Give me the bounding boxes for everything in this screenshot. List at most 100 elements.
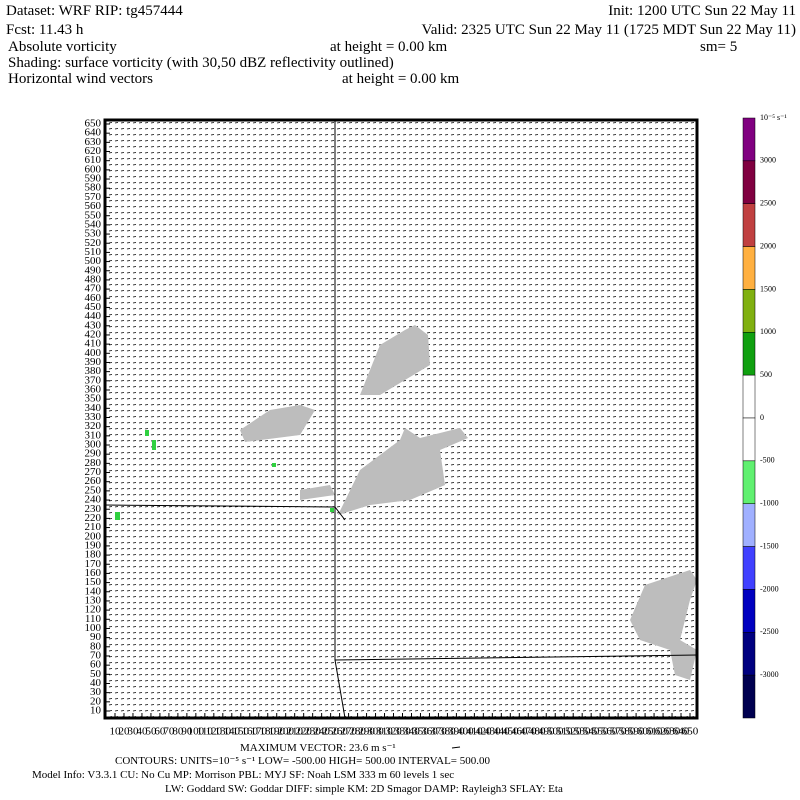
x-tick-label: 580 — [619, 726, 636, 738]
colorbar-segment — [742, 289, 756, 333]
colorbar-segment — [742, 589, 756, 633]
x-tick-label: 610 — [646, 726, 663, 738]
y-tick-label: 650 — [85, 118, 102, 130]
y-tick-label: 450 — [85, 301, 102, 313]
x-tick-label: 380 — [439, 726, 456, 738]
y-tick-label: 40 — [90, 677, 102, 689]
y-tick-label: 90 — [90, 631, 102, 643]
x-tick-label: 260 — [331, 726, 348, 738]
y-tick-label: 560 — [85, 200, 102, 212]
colorbar-segment — [742, 460, 756, 504]
x-tick-label: 450 — [502, 726, 519, 738]
colorbar-label: 500 — [760, 370, 772, 379]
y-tick-label: 270 — [85, 466, 102, 478]
x-tick-label: 180 — [259, 726, 276, 738]
x-tick-label: 400 — [457, 726, 474, 738]
x-tick-label: 590 — [628, 726, 645, 738]
x-tick-label: 20 — [118, 726, 130, 738]
colorbar-label: -2000 — [760, 584, 779, 593]
colorbar-label: -2500 — [760, 627, 779, 636]
y-tick-label: 70 — [90, 650, 102, 662]
colorbar-segment — [742, 417, 756, 462]
y-tick-label: 200 — [85, 530, 102, 542]
x-tick-label: 480 — [529, 726, 546, 738]
y-tick-label: 570 — [85, 191, 102, 203]
field-height: at height = 0.00 km — [342, 71, 460, 87]
x-tick-label: 620 — [655, 726, 672, 738]
x-tick-label: 290 — [358, 726, 375, 738]
x-tick-label: 470 — [520, 726, 537, 738]
x-tick-label: 390 — [448, 726, 465, 738]
y-tick-label: 460 — [85, 292, 102, 304]
y-tick-label: 150 — [85, 576, 102, 588]
colorbar-label: 0 — [760, 413, 764, 422]
y-tick-label: 610 — [85, 154, 102, 166]
x-tick-label: 140 — [224, 726, 241, 738]
y-tick-label: 30 — [90, 686, 102, 698]
physics-info: LW: Goddard SW: Goddar DIFF: simple KM: … — [165, 783, 563, 795]
y-tick-label: 20 — [90, 695, 102, 707]
y-tick-label: 110 — [85, 613, 102, 625]
vorticity-shading — [115, 430, 334, 520]
x-tick-label: 250 — [322, 726, 339, 738]
x-tick-label: 150 — [233, 726, 250, 738]
y-tick-label: 50 — [90, 668, 102, 680]
x-tick-label: 30 — [127, 726, 139, 738]
y-tick-label: 130 — [85, 594, 102, 606]
x-tick-label: 370 — [430, 726, 447, 738]
x-tick-label: 530 — [574, 726, 591, 738]
colorbar-segment — [742, 117, 756, 162]
x-tick-label: 330 — [394, 726, 411, 738]
y-tick-label: 520 — [85, 237, 102, 249]
x-tick-label: 230 — [304, 726, 321, 738]
x-tick-label: 300 — [367, 726, 384, 738]
y-tick-label: 260 — [85, 475, 102, 487]
x-tick-label: 280 — [349, 726, 366, 738]
y-tick-label: 240 — [85, 494, 102, 506]
y-tick-label: 600 — [85, 163, 102, 175]
y-tick-label: 340 — [85, 402, 102, 414]
dataset: Dataset: WRF RIP: tg457444 — [6, 3, 183, 19]
reference-vector — [451, 746, 461, 749]
x-tick-label: 510 — [556, 726, 573, 738]
x-tick-label: 10 — [110, 726, 122, 738]
field-name: Absolute vorticity — [8, 39, 117, 55]
y-tick-label: 140 — [85, 585, 102, 597]
x-tick-label: 320 — [385, 726, 402, 738]
max-vector: MAXIMUM VECTOR: 23.6 m s⁻¹ — [240, 742, 396, 754]
colorbar-label: -1000 — [760, 499, 779, 508]
y-tick-label: 440 — [85, 310, 102, 322]
y-tick-label: 180 — [85, 549, 102, 561]
model-info: Model Info: V3.3.1 CU: No Cu MP: Morriso… — [32, 769, 454, 781]
x-tick-label: 160 — [242, 726, 259, 738]
x-tick-label: 220 — [295, 726, 312, 738]
colorbar-segment — [742, 503, 756, 547]
y-tick-label: 500 — [85, 255, 102, 267]
colorbar-segment — [742, 203, 756, 247]
y-tick-label: 420 — [85, 328, 102, 340]
x-tick-label: 90 — [181, 726, 193, 738]
y-tick-label: 320 — [85, 420, 102, 432]
colorbar-label: 2500 — [760, 199, 776, 208]
x-tick-label: 540 — [583, 726, 600, 738]
x-tick-label: 240 — [313, 726, 330, 738]
y-tick-label: 510 — [85, 246, 102, 258]
y-tick-label: 80 — [90, 640, 102, 652]
smoothing: sm= 5 — [700, 39, 737, 55]
y-tick-label: 160 — [85, 567, 102, 579]
x-tick-label: 430 — [484, 726, 501, 738]
y-tick-label: 250 — [85, 484, 102, 496]
colorbar-label: 1500 — [760, 284, 776, 293]
x-tick-label: 640 — [673, 726, 690, 738]
x-tick-label: 560 — [601, 726, 618, 738]
y-tick-label: 370 — [85, 374, 102, 386]
x-tick-label: 40 — [136, 726, 148, 738]
y-tick-label: 330 — [85, 411, 102, 423]
colorbar-segment — [742, 332, 756, 376]
colorbar-label: 3000 — [760, 156, 776, 165]
valid-time: Valid: 2325 UTC Sun 22 May 11 (1725 MDT … — [422, 22, 796, 38]
x-tick-label: 600 — [637, 726, 654, 738]
x-tick-label: 80 — [172, 726, 184, 738]
x-tick-label: 490 — [538, 726, 555, 738]
boundary-lines — [104, 120, 698, 719]
